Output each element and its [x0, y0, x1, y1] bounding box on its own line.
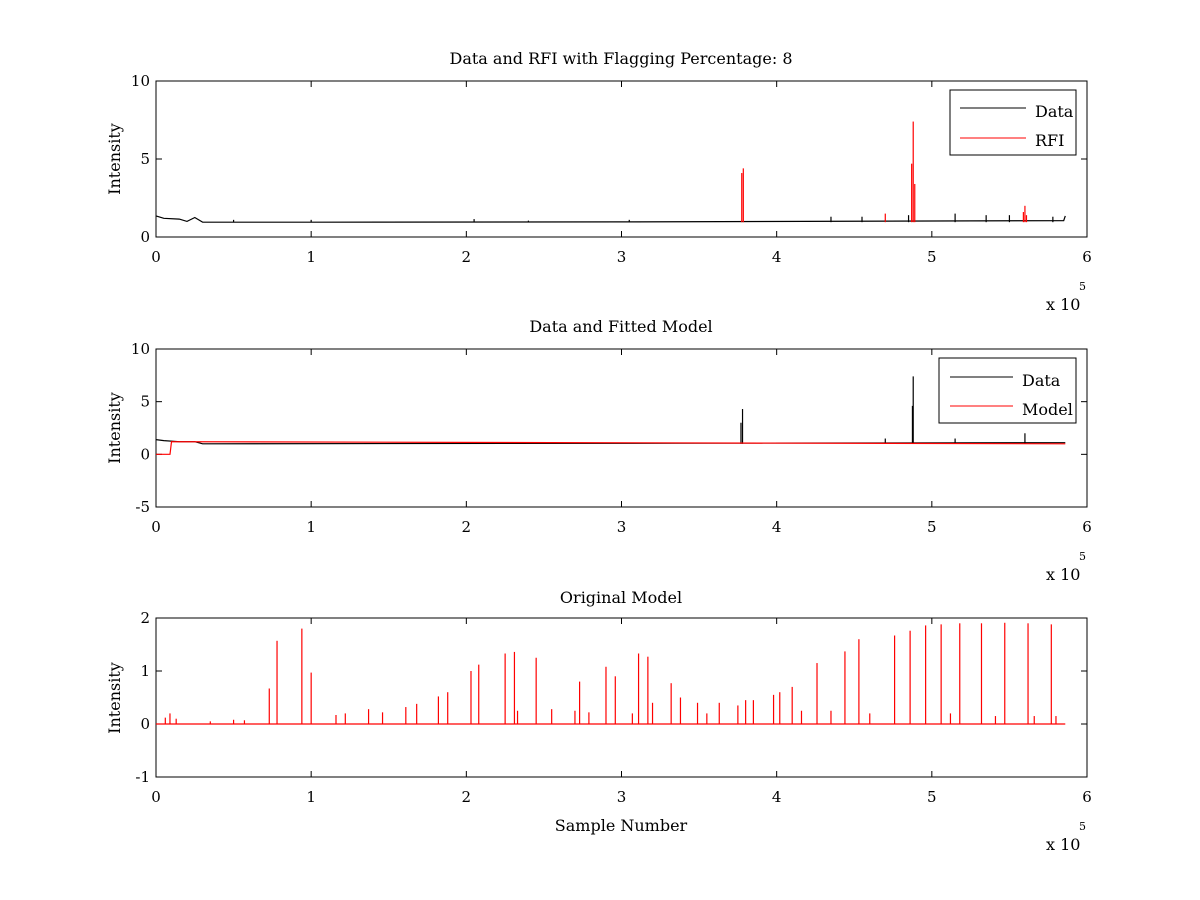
y-tick-label: -1 — [135, 768, 150, 786]
panel-2-legend-label-data: Data — [1022, 371, 1061, 390]
panel-2-legend: Data Model — [938, 357, 1077, 424]
series-model — [156, 441, 1066, 455]
panel-3-ylabel: Intensity — [105, 662, 124, 734]
panel-2-series — [155, 376, 1066, 455]
x-tick-label: 4 — [772, 248, 782, 266]
x-tick-label: 2 — [462, 788, 472, 806]
panel-3-x-exponent-base: x 10 — [1046, 835, 1080, 854]
panel-2-legend-label-model: Model — [1022, 400, 1073, 419]
panel-1-x-exponent-base: x 10 — [1046, 295, 1080, 314]
panel-1-legend-box — [949, 89, 1077, 156]
panel-3-title: Original Model — [560, 588, 682, 607]
panel-1-plot-area — [155, 80, 1088, 238]
y-tick-label: 1 — [140, 662, 150, 680]
x-tick-label: 2 — [462, 248, 472, 266]
panel-2-x-exponent-base: x 10 — [1046, 565, 1080, 584]
y-tick-label: 5 — [140, 393, 150, 411]
y-tick-label: 0 — [140, 445, 150, 463]
panel-2-title: Data and Fitted Model — [529, 317, 712, 336]
panel-1-legend: Data RFI — [949, 89, 1077, 156]
panel-1-ticks: 0 1 2 3 4 5 6 0 5 10 — [131, 72, 1092, 266]
x-tick-label: 3 — [617, 788, 627, 806]
x-tick-label: 4 — [772, 788, 782, 806]
y-tick-label: 5 — [140, 150, 150, 168]
x-tick-label: 0 — [151, 518, 161, 536]
panel-3-plot-area — [155, 617, 1088, 778]
x-tick-label: 1 — [306, 248, 316, 266]
y-tick-label: 10 — [131, 340, 150, 358]
x-tick-label: 6 — [1082, 518, 1092, 536]
series-line — [155, 215, 1066, 223]
series-model — [156, 622, 1066, 725]
x-tick-label: 1 — [306, 788, 316, 806]
y-tick-label: 0 — [140, 228, 150, 246]
panel-1-title: Data and RFI with Flagging Percentage: 8 — [449, 49, 792, 68]
y-tick-label: -5 — [135, 498, 150, 516]
x-tick-label: 1 — [306, 518, 316, 536]
panel-2-ylabel: Intensity — [105, 392, 124, 464]
series-line — [156, 441, 1066, 455]
panel-1: Data and RFI with Flagging Percentage: 8… — [105, 49, 1092, 314]
x-tick-label: 3 — [617, 518, 627, 536]
x-tick-label: 3 — [617, 248, 627, 266]
panel-1-legend-label-rfi: RFI — [1035, 131, 1064, 150]
x-tick-label: 6 — [1082, 788, 1092, 806]
x-tick-label: 2 — [462, 518, 472, 536]
panel-2-legend-box — [938, 357, 1077, 424]
panel-1-legend-label-data: Data — [1035, 102, 1074, 121]
x-tick-label: 0 — [151, 248, 161, 266]
y-tick-label: 0 — [140, 715, 150, 733]
series-rfi — [741, 121, 1028, 223]
x-tick-label: 4 — [772, 518, 782, 536]
x-tick-label: 0 — [151, 788, 161, 806]
y-tick-label: 10 — [131, 72, 150, 90]
panel-1-ylabel: Intensity — [105, 123, 124, 195]
series-data — [155, 213, 1066, 223]
panel-1-series — [155, 121, 1066, 223]
y-tick-label: 2 — [140, 609, 150, 627]
panel-2-x-exponent-power: 5 — [1079, 550, 1086, 563]
panel-3-xlabel: Sample Number — [555, 816, 688, 835]
panel-3-series — [156, 622, 1066, 725]
x-tick-label: 5 — [927, 248, 937, 266]
panel-3-x-exponent-power: 5 — [1079, 820, 1086, 833]
x-tick-label: 6 — [1082, 248, 1092, 266]
panel-1-x-exponent-power: 5 — [1079, 280, 1086, 293]
x-tick-label: 5 — [927, 518, 937, 536]
x-tick-label: 5 — [927, 788, 937, 806]
